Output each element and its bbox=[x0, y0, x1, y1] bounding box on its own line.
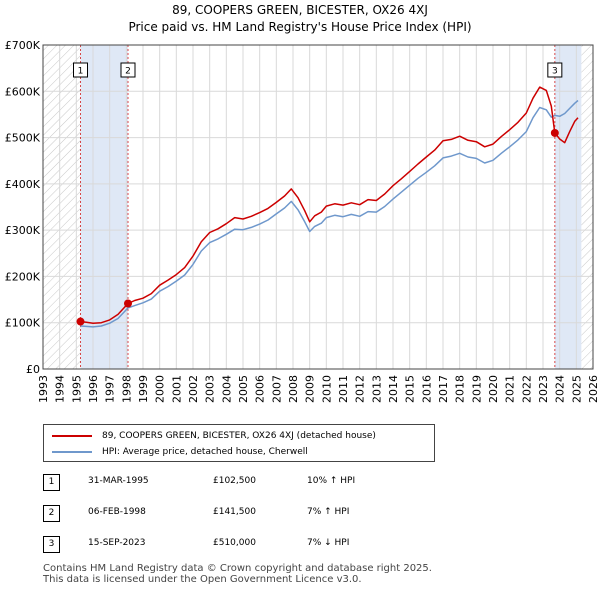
footer: Contains HM Land Registry data © Crown c… bbox=[43, 563, 432, 585]
chart-title: 89, COOPERS GREEN, BICESTER, OX26 4XJ Pr… bbox=[0, 2, 600, 36]
x-tick-label: 2005 bbox=[237, 375, 250, 403]
x-tick-label: 1993 bbox=[37, 375, 50, 403]
transaction-number: 3 bbox=[43, 536, 60, 553]
x-tick-label: 2017 bbox=[437, 375, 450, 403]
transaction-marker-label-3: 3 bbox=[552, 67, 558, 77]
x-tick-label: 1996 bbox=[87, 375, 100, 403]
x-tick-label: 2019 bbox=[470, 375, 483, 403]
x-tick-label: 2011 bbox=[337, 375, 350, 403]
transaction-price: £141,500 bbox=[213, 507, 256, 517]
y-tick-label: £0 bbox=[26, 363, 40, 376]
x-tick-label: 1994 bbox=[54, 375, 67, 403]
shaded-region-2 bbox=[554, 45, 582, 369]
x-tick-label: 1998 bbox=[120, 375, 133, 403]
x-tick-label: 2024 bbox=[554, 375, 567, 403]
x-tick-label: 2013 bbox=[370, 375, 383, 403]
transaction-marker-label-1: 1 bbox=[78, 67, 84, 77]
y-tick-label: £400K bbox=[5, 178, 41, 191]
x-tick-label: 2000 bbox=[154, 375, 167, 403]
x-tick-label: 2014 bbox=[387, 375, 400, 403]
x-tick-label: 2015 bbox=[404, 375, 417, 403]
transaction-point-3 bbox=[550, 128, 559, 137]
transaction-marker-box-1 bbox=[73, 62, 88, 78]
y-tick-label: £700K bbox=[5, 39, 41, 52]
transaction-marker-box-3 bbox=[547, 62, 563, 78]
legend-item-hpi: HPI: Average price, detached house, Cher… bbox=[52, 444, 308, 460]
transaction-price: £102,500 bbox=[213, 476, 256, 486]
legend-label-property: 89, COOPERS GREEN, BICESTER, OX26 4XJ (d… bbox=[102, 431, 376, 441]
transaction-marker-box-2 bbox=[120, 62, 136, 78]
x-tick-label: 2007 bbox=[270, 375, 283, 403]
title-line-2: Price paid vs. HM Land Registry's House … bbox=[128, 20, 472, 34]
transaction-date: 31-MAR-1995 bbox=[88, 476, 149, 486]
legend: 89, COOPERS GREEN, BICESTER, OX26 4XJ (d… bbox=[43, 424, 435, 462]
x-tick-label: 2016 bbox=[420, 375, 433, 403]
x-tick-label: 2009 bbox=[304, 375, 317, 403]
transaction-number: 2 bbox=[43, 505, 60, 522]
legend-line-hpi bbox=[52, 451, 92, 453]
x-tick-label: 2018 bbox=[454, 375, 467, 403]
y-tick-label: £600K bbox=[5, 85, 41, 98]
x-tick-label: 1997 bbox=[104, 375, 117, 403]
x-tick-label: 2010 bbox=[320, 375, 333, 403]
transaction-point-2 bbox=[124, 299, 132, 308]
x-tick-label: 2025 bbox=[570, 375, 583, 403]
footer-line-2: This data is licensed under the Open Gov… bbox=[43, 574, 362, 585]
transaction-hpi-diff: 7% ↓ HPI bbox=[307, 538, 350, 548]
x-tick-label: 2002 bbox=[187, 375, 200, 403]
x-tick-label: 2001 bbox=[170, 375, 183, 403]
x-tick-label: 1999 bbox=[137, 375, 150, 403]
x-tick-label: 2003 bbox=[204, 375, 217, 403]
hpi-line bbox=[80, 99, 579, 328]
legend-label-hpi: HPI: Average price, detached house, Cher… bbox=[102, 447, 308, 457]
transaction-hpi-diff: 7% ↑ HPI bbox=[307, 507, 350, 517]
x-tick-label: 2012 bbox=[354, 375, 367, 403]
property-price-line bbox=[80, 86, 579, 324]
hatched-region-1 bbox=[43, 45, 81, 369]
shaded-region-1 bbox=[80, 45, 128, 369]
x-tick-label: 2026 bbox=[587, 375, 600, 403]
transaction-date: 06-FEB-1998 bbox=[88, 507, 146, 517]
price-chart: 1993 1994 1995 1996 1997 1998 1999 2000 2001 2002… bbox=[5, 39, 600, 403]
y-tick-label: £200K bbox=[5, 270, 41, 283]
transaction-point-1 bbox=[76, 317, 85, 326]
y-tick-label: £100K bbox=[5, 317, 41, 330]
transaction-marker-label-2: 2 bbox=[125, 67, 131, 77]
legend-item-property: 89, COOPERS GREEN, BICESTER, OX26 4XJ (d… bbox=[52, 428, 376, 444]
x-tick-label: 2021 bbox=[504, 375, 517, 403]
y-tick-label: £500K bbox=[5, 132, 41, 145]
hatched-region-2 bbox=[581, 45, 593, 369]
x-tick-label: 2023 bbox=[537, 375, 550, 403]
transaction-number: 1 bbox=[43, 474, 60, 491]
x-tick-label: 1995 bbox=[70, 375, 83, 403]
x-tick-label: 2022 bbox=[520, 375, 533, 403]
x-tick-label: 2020 bbox=[487, 375, 500, 403]
footer-line-1: Contains HM Land Registry data © Crown c… bbox=[43, 563, 432, 574]
plot-border bbox=[42, 44, 594, 370]
y-tick-label: £300K bbox=[5, 224, 41, 237]
transaction-price: £510,000 bbox=[213, 538, 256, 548]
x-tick-label: 2004 bbox=[220, 375, 233, 403]
transaction-hpi-diff: 10% ↑ HPI bbox=[307, 476, 356, 486]
transaction-date: 15-SEP-2023 bbox=[88, 538, 146, 548]
x-tick-label: 2006 bbox=[254, 375, 267, 403]
x-tick-label: 2008 bbox=[287, 375, 300, 403]
title-line-1: 89, COOPERS GREEN, BICESTER, OX26 4XJ bbox=[172, 3, 428, 17]
legend-line-property bbox=[52, 435, 92, 437]
